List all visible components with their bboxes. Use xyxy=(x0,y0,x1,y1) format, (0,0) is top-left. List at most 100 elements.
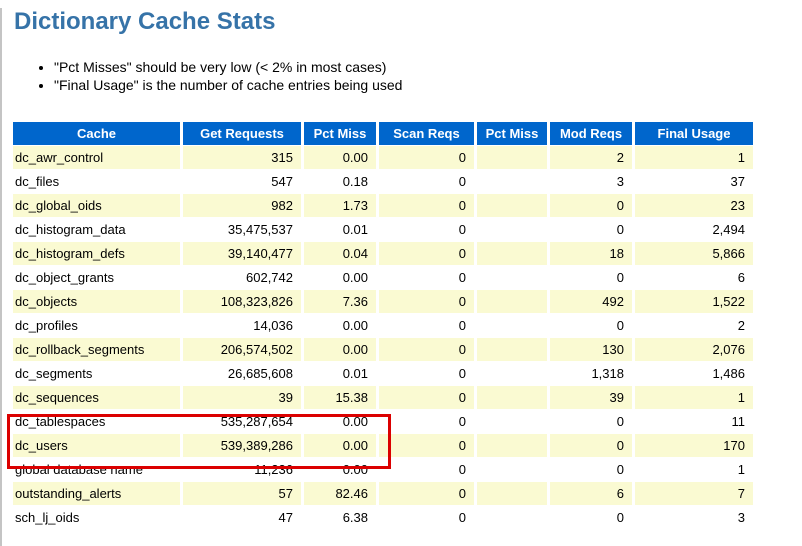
value-cell: 0.00 xyxy=(304,338,376,361)
value-cell: 0 xyxy=(379,146,474,169)
value-cell: 1,486 xyxy=(712,366,745,381)
value-cell: 108,323,826 xyxy=(183,290,301,313)
column-header: Scan Reqs xyxy=(379,122,474,145)
cache-name-cell: dc_awr_control xyxy=(13,146,180,169)
value-cell: 2 xyxy=(550,146,632,169)
table-row: dc_segments 26,685,608 0.01 0 1,318 1,486 xyxy=(13,362,753,385)
value-cell: 547 xyxy=(271,174,293,189)
value-cell xyxy=(477,482,547,505)
value-cell: 535,287,654 xyxy=(220,414,293,429)
value-cell: 37 xyxy=(730,174,745,189)
value-cell: 5,866 xyxy=(635,242,753,265)
value-cell: 6.38 xyxy=(342,510,368,525)
value-cell: 35,475,537 xyxy=(227,222,293,237)
value-cell: 0.18 xyxy=(342,174,368,189)
cache-name-cell: global database name xyxy=(15,462,143,477)
value-cell: 39 xyxy=(183,386,301,409)
value-cell: 0 xyxy=(458,462,466,477)
cache-name-cell: sch_lj_oids xyxy=(15,510,80,525)
value-cell: 1,522 xyxy=(635,290,753,313)
table-row: dc_sequences 39 15.38 0 39 1 xyxy=(13,386,753,409)
cache-name-cell: dc_rollback_segments xyxy=(13,338,180,361)
value-cell: 0 xyxy=(458,414,466,429)
page-title: Dictionary Cache Stats xyxy=(14,8,276,35)
value-cell: 0.01 xyxy=(342,366,368,381)
table-row: dc_rollback_segments 206,574,502 0.00 0 130 2… xyxy=(13,338,753,361)
value-cell: 6 xyxy=(737,270,745,285)
notes-list: "Pct Misses" should be very low (< 2% in… xyxy=(32,58,802,94)
value-cell: 2 xyxy=(737,318,745,333)
value-cell: 26,685,608 xyxy=(227,366,293,381)
value-cell: 3 xyxy=(737,510,745,525)
value-cell: 0 xyxy=(616,510,624,525)
value-cell: 15.38 xyxy=(304,386,376,409)
cache-name-cell: dc_profiles xyxy=(15,318,78,333)
value-cell xyxy=(477,218,547,241)
value-cell: 0 xyxy=(379,338,474,361)
value-cell: 1,318 xyxy=(591,366,624,381)
value-cell xyxy=(477,170,547,193)
value-cell xyxy=(477,338,547,361)
table-row: outstanding_alerts 57 82.46 0 6 7 xyxy=(13,482,753,505)
column-header: Final Usage xyxy=(635,122,753,145)
value-cell xyxy=(477,194,547,217)
value-cell xyxy=(477,410,547,433)
value-cell xyxy=(477,146,547,169)
value-cell: 0 xyxy=(458,174,466,189)
page: { "page": { "title": "Dictionary Cache S… xyxy=(0,8,802,546)
cache-name-cell: dc_object_grants xyxy=(15,270,115,285)
value-cell xyxy=(477,362,547,385)
dictionary-cache-table: Cache Get Requests Pct Miss Scan Reqs Pct Mi… xyxy=(10,121,756,530)
value-cell: 0.01 xyxy=(342,222,368,237)
value-cell: 11 xyxy=(731,414,746,429)
cache-name-cell: outstanding_alerts xyxy=(13,482,180,505)
note-pct-misses: "Pct Misses" should be very low (< 2% in… xyxy=(54,58,802,76)
value-cell: 0.04 xyxy=(304,242,376,265)
value-cell xyxy=(477,386,547,409)
table-body: dc_awr_control 315 0.00 0 2 1 dc_files 547 0.18 0… xyxy=(13,146,753,529)
value-cell: 0 xyxy=(379,482,474,505)
table-header-row: Cache Get Requests Pct Miss Scan Reqs Pct Mi… xyxy=(13,122,753,145)
value-cell: 0 xyxy=(458,510,466,525)
cache-name-cell: dc_tablespaces xyxy=(15,414,106,429)
value-cell: 0 xyxy=(458,366,466,381)
cache-name-cell: dc_histogram_defs xyxy=(13,242,180,265)
column-header: Mod Reqs xyxy=(550,122,632,145)
table-row: dc_histogram_defs 39,140,477 0.04 0 18 5,866 xyxy=(13,242,753,265)
value-cell: 0.00 xyxy=(342,414,368,429)
column-header: Cache xyxy=(13,122,180,145)
value-cell: 1.73 xyxy=(304,194,376,217)
table-row: dc_profiles 14,036 0.00 0 0 2 xyxy=(13,314,753,337)
note-final-usage: "Final Usage" is the number of cache ent… xyxy=(54,76,802,94)
value-cell: 7 xyxy=(635,482,753,505)
value-cell: 206,574,502 xyxy=(183,338,301,361)
value-cell: 0 xyxy=(616,222,624,237)
value-cell: 2,494 xyxy=(712,222,745,237)
value-cell: 602,742 xyxy=(246,270,293,285)
cache-name-cell: dc_global_oids xyxy=(13,194,180,217)
value-cell: 82.46 xyxy=(304,482,376,505)
value-cell: 14,036 xyxy=(253,318,293,333)
value-cell: 982 xyxy=(183,194,301,217)
cache-name-cell: dc_sequences xyxy=(13,386,180,409)
value-cell xyxy=(477,458,547,481)
value-cell: 39 xyxy=(550,386,632,409)
value-cell: 11,236 xyxy=(254,462,293,477)
value-cell: 492 xyxy=(550,290,632,313)
value-cell: 57 xyxy=(183,482,301,505)
value-cell: 3 xyxy=(616,174,624,189)
value-cell: 170 xyxy=(635,434,753,457)
table-row: dc_object_grants 602,742 0.00 0 0 6 xyxy=(13,266,753,289)
cache-name-cell: dc_histogram_data xyxy=(15,222,126,237)
value-cell: 23 xyxy=(635,194,753,217)
cache-name-cell: dc_users xyxy=(13,434,180,457)
value-cell: 39,140,477 xyxy=(183,242,301,265)
value-cell: 2,076 xyxy=(635,338,753,361)
value-cell: 1 xyxy=(737,462,745,477)
value-cell: 0 xyxy=(616,462,624,477)
cache-name-cell: dc_files xyxy=(15,174,60,189)
value-cell: 0.00 xyxy=(304,146,376,169)
table-row: dc_objects 108,323,826 7.36 0 492 1,522 xyxy=(13,290,753,313)
column-header: Pct Miss xyxy=(477,122,547,145)
value-cell: 0 xyxy=(550,194,632,217)
